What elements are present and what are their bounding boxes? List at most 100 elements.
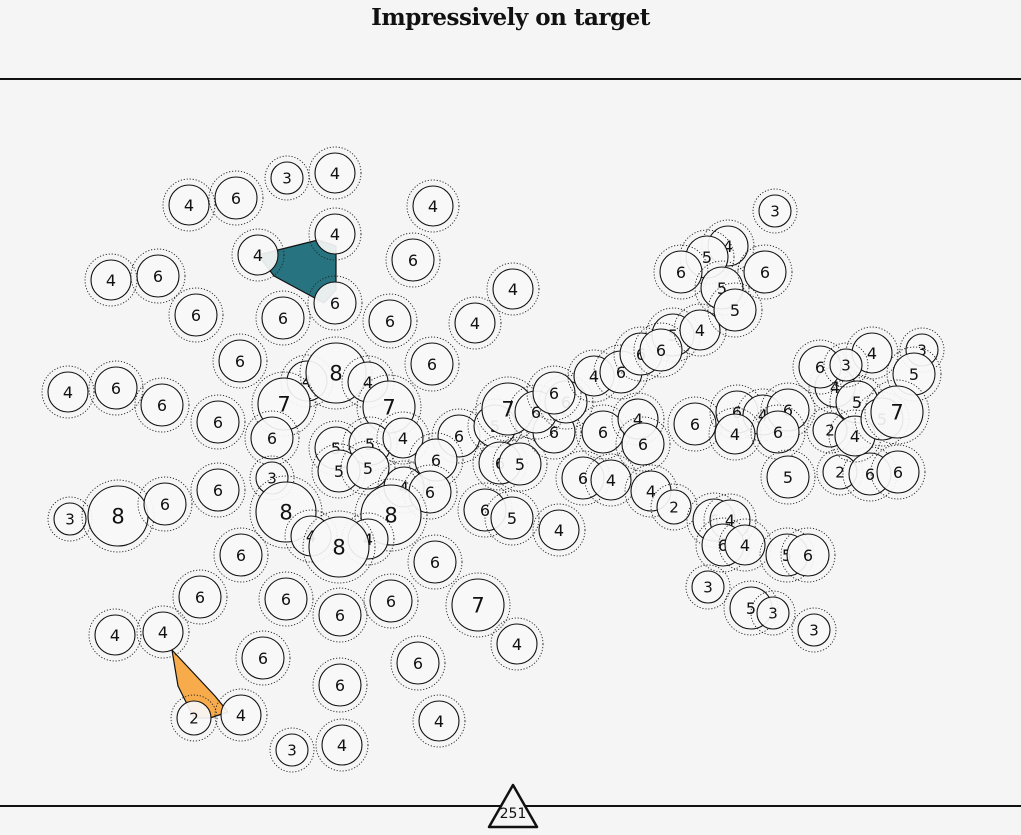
board-node[interactable]: 5 xyxy=(760,449,816,505)
board-node[interactable]: 6 xyxy=(130,248,186,304)
node-circle xyxy=(140,383,184,427)
node-circle xyxy=(143,482,187,526)
board-node[interactable]: 8 xyxy=(302,510,376,584)
board-node[interactable]: 4 xyxy=(231,228,285,282)
node-value: 8 xyxy=(279,501,292,525)
board-node[interactable]: 6 xyxy=(190,394,246,450)
board-node[interactable]: 4 xyxy=(41,365,95,419)
board-node[interactable]: 4 xyxy=(718,518,772,572)
board-node[interactable]: 6 xyxy=(134,377,190,433)
board-node[interactable]: 2 xyxy=(170,694,218,742)
board-node[interactable]: 6 xyxy=(363,573,419,629)
board-node[interactable]: 4 xyxy=(84,253,138,307)
board-node[interactable]: 6 xyxy=(137,476,193,532)
node-range-ring xyxy=(208,170,264,226)
board-node[interactable]: 4 xyxy=(162,178,216,232)
board-node[interactable]: 4 xyxy=(376,411,430,465)
board-node[interactable]: 6 xyxy=(667,396,723,452)
board-node[interactable]: 6 xyxy=(526,365,582,421)
board-node[interactable]: 6 xyxy=(385,232,441,288)
board-node[interactable]: 3 xyxy=(264,155,310,201)
node-range-ring xyxy=(130,248,186,304)
node-range-ring xyxy=(899,327,945,373)
node-value: 4 xyxy=(398,429,408,448)
board-node[interactable]: 4 xyxy=(412,694,466,748)
board-node[interactable]: 6 xyxy=(244,410,300,466)
node-value: 6 xyxy=(425,483,435,502)
node-value: 4 xyxy=(363,373,373,392)
board-node[interactable]: 5 xyxy=(707,282,763,338)
board-node[interactable]: 4 xyxy=(136,605,190,659)
node-circle xyxy=(691,570,725,604)
board-node[interactable]: 6 xyxy=(172,569,228,625)
board-node[interactable]: 7 xyxy=(864,379,930,445)
board-node[interactable]: 6 xyxy=(312,587,368,643)
board-node[interactable]: 6 xyxy=(404,336,460,392)
node-range-ring xyxy=(404,336,460,392)
board-node[interactable]: 6 xyxy=(870,444,926,500)
board-node[interactable]: 6 xyxy=(750,404,806,460)
board-node[interactable]: 4 xyxy=(486,262,540,316)
board-node[interactable]: 6 xyxy=(633,322,689,378)
board-node[interactable]: 4 xyxy=(308,207,362,261)
board-node[interactable]: 6 xyxy=(407,534,463,590)
board-node[interactable]: 3 xyxy=(47,496,93,542)
board-node[interactable]: 4 xyxy=(708,407,762,461)
board-node[interactable]: 6 xyxy=(792,339,848,395)
board-node[interactable]: 5 xyxy=(484,490,540,546)
node-range-ring xyxy=(212,333,268,389)
node-value: 3 xyxy=(287,741,297,759)
board-node[interactable]: 4 xyxy=(673,303,727,357)
board-node[interactable]: 6 xyxy=(213,527,269,583)
board-node[interactable]: 6 xyxy=(208,170,264,226)
node-range-ring xyxy=(673,303,727,357)
board-node[interactable]: 6 xyxy=(653,244,709,300)
board-node[interactable]: 6 xyxy=(615,416,671,472)
node-circle xyxy=(639,328,683,372)
board-node[interactable]: 7 xyxy=(445,572,511,638)
node-value: 5 xyxy=(852,393,862,412)
node-circle xyxy=(756,596,790,630)
board-node[interactable]: 3 xyxy=(750,590,796,636)
board-node[interactable]: 6 xyxy=(307,275,363,331)
board-node[interactable]: 6 xyxy=(235,630,291,686)
node-range-ring xyxy=(88,360,144,416)
board-node[interactable]: 4 xyxy=(448,296,502,350)
board-node[interactable]: 4 xyxy=(88,608,142,662)
board-node[interactable]: 3 xyxy=(685,564,731,610)
board-node[interactable]: 5 xyxy=(886,346,942,402)
board-node[interactable]: 3 xyxy=(269,727,315,773)
board-node[interactable]: 4 xyxy=(214,688,268,742)
board-node[interactable]: 6 xyxy=(168,287,224,343)
board-node[interactable]: 6 xyxy=(312,657,368,713)
node-value: 4 xyxy=(646,482,656,501)
board-node[interactable]: 6 xyxy=(212,333,268,389)
board-node[interactable]: 4 xyxy=(308,146,362,200)
board-node[interactable]: 6 xyxy=(780,527,836,583)
node-range-ring xyxy=(363,573,419,629)
node-value: 6 xyxy=(111,379,121,398)
board-node[interactable]: 8 xyxy=(81,479,155,553)
board-node[interactable]: 5 xyxy=(492,436,548,492)
board-node[interactable]: 4 xyxy=(406,179,460,233)
board-node[interactable]: 4 xyxy=(490,617,544,671)
node-range-ring xyxy=(308,207,362,261)
board-node[interactable]: 6 xyxy=(362,293,418,349)
node-value: 3 xyxy=(768,604,778,622)
board-node[interactable]: 3 xyxy=(752,188,798,234)
board-node[interactable]: 6 xyxy=(390,635,446,691)
node-range-ring xyxy=(41,365,95,419)
board-node[interactable]: 3 xyxy=(791,607,837,653)
node-range-ring xyxy=(249,455,295,501)
board-node[interactable]: 4 xyxy=(315,718,369,772)
board-node[interactable]: 6 xyxy=(258,571,314,627)
node-range-ring xyxy=(190,394,246,450)
board-node[interactable]: 3 xyxy=(823,342,869,388)
board-node[interactable]: 6 xyxy=(190,462,246,518)
node-range-ring xyxy=(213,527,269,583)
board-node[interactable]: 6 xyxy=(737,244,793,300)
board-node[interactable]: 4 xyxy=(532,503,586,557)
board-node[interactable]: 6 xyxy=(255,290,311,346)
board-node[interactable]: 6 xyxy=(88,360,144,416)
